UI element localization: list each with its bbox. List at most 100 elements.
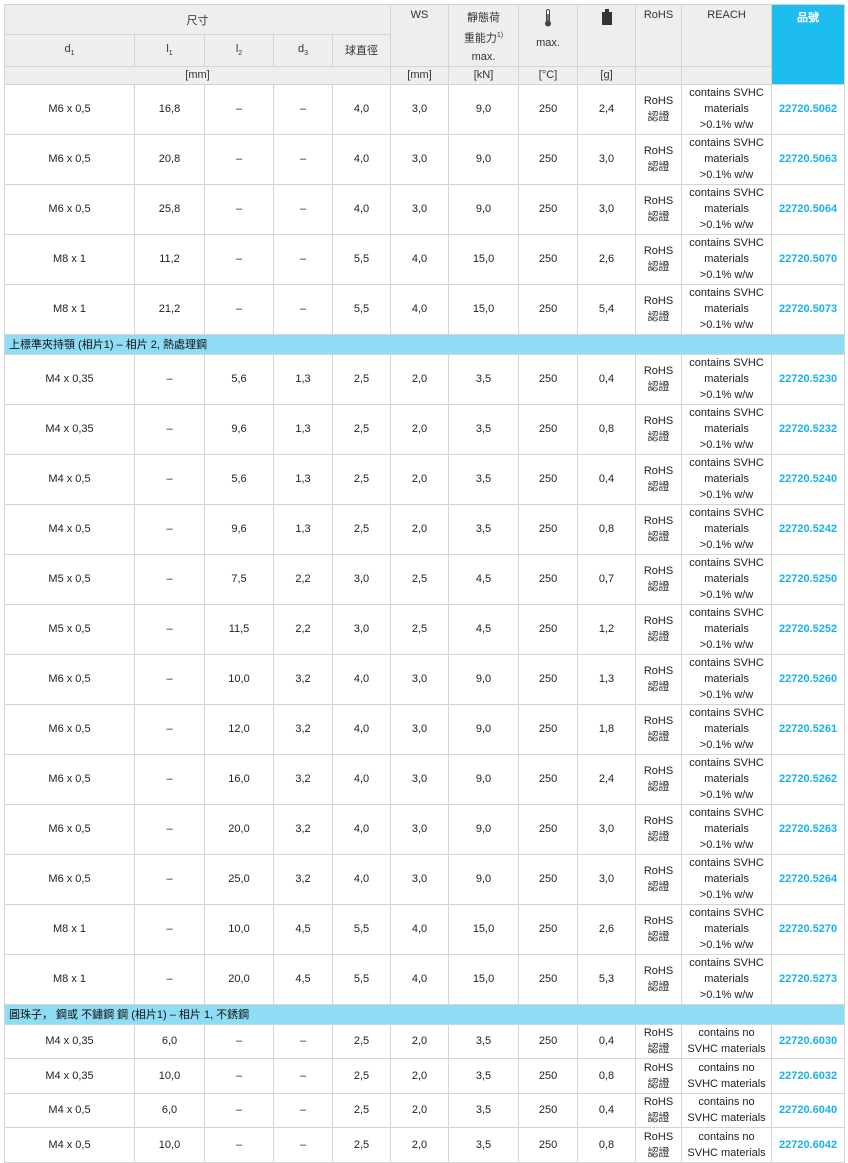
part-number-link[interactable]: 22720.6032 [771, 1058, 846, 1094]
part-number-link[interactable]: 22720.5263 [771, 803, 846, 855]
cell-d1: M6 x 0,5 [4, 753, 135, 805]
cell-reach: contains SVHC materials >0.1% w/w [681, 853, 773, 905]
cell-ws: 3,0 [390, 183, 450, 235]
table-row: M5 x 0,5–11,5 2,2 3,0 2,5 4,5 250 1,2 RoHS 認證 con… [4, 603, 846, 655]
cell-reach: contains SVHC materials >0.1% w/w [681, 753, 773, 805]
part-number-link[interactable]: 22720.5230 [771, 353, 846, 405]
part-number-link[interactable]: 22720.6040 [771, 1092, 846, 1129]
cell-l1: 6,0 [134, 1023, 205, 1060]
cell-ball-diameter: 2,5 [331, 1023, 392, 1060]
cell-ws: 4,0 [390, 953, 450, 1005]
cell-weight: 0,8 [577, 1058, 637, 1094]
table-row: M4 x 0,35 6,0– –2,5 2,0 3,5 250 0,4 RoHS 認證 conta… [4, 1023, 846, 1060]
cell-d1: M5 x 0,5 [4, 553, 135, 605]
table-row: M6 x 0,5 16,8– –4,0 3,0 9,0 250 2,4 RoHS 認證 conta… [4, 83, 846, 135]
part-number-link[interactable]: 22720.5270 [771, 903, 846, 955]
part-number-link[interactable]: 22720.6030 [771, 1023, 846, 1060]
cell-load: 15,0 [448, 283, 520, 335]
part-number-link[interactable]: 22720.5062 [771, 83, 846, 135]
part-number-link[interactable]: 22720.5250 [771, 553, 846, 605]
cell-rohs: RoHS 認證 [635, 503, 683, 555]
cell-d3: 2,2 [273, 603, 333, 655]
cell-ball-diameter: 5,5 [331, 903, 392, 955]
cell-temp-max: 250 [518, 453, 579, 505]
cell-ball-diameter: 4,0 [331, 753, 392, 805]
cell-l1: – [134, 953, 205, 1005]
cell-rohs: RoHS 認證 [635, 403, 683, 455]
cell-d1: M8 x 1 [4, 283, 135, 335]
part-number-link[interactable]: 22720.5273 [771, 953, 846, 1005]
cell-weight: 2,4 [577, 83, 637, 135]
cell-weight: 3,0 [577, 133, 637, 185]
dimensions-header: 尺寸 [3, 3, 392, 36]
part-number-link[interactable]: 22720.5262 [771, 753, 846, 805]
rohs-header: RoHS [635, 4, 683, 67]
cell-load: 9,0 [448, 133, 520, 185]
cell-ws: 3,0 [390, 83, 450, 135]
cell-d3: 3,2 [273, 703, 333, 755]
cell-reach: contains SVHC materials >0.1% w/w [681, 553, 773, 605]
part-number-link[interactable]: 22720.5242 [771, 503, 846, 555]
cell-d1: M8 x 1 [4, 233, 135, 285]
cell-reach: contains SVHC materials >0.1% w/w [681, 183, 773, 235]
cell-l2: 16,0 [204, 753, 274, 805]
part-number-link[interactable]: 22720.5260 [771, 653, 846, 705]
part-number-header: 品號 [771, 4, 846, 85]
cell-load: 4,5 [448, 553, 520, 605]
cell-ws: 2,5 [390, 603, 450, 655]
cell-d1: M6 x 0,5 [4, 703, 135, 755]
table-row: M8 x 1–20,0 4,5 5,5 4,0 15,0 250 5,3 RoHS 認證 cont… [4, 953, 846, 1005]
cell-temp-max: 250 [518, 603, 579, 655]
cell-l1: – [134, 403, 205, 455]
cell-l1: – [134, 853, 205, 905]
part-number-link[interactable]: 22720.5264 [771, 853, 846, 905]
cell-d3: 1,3 [273, 503, 333, 555]
cell-d1: M6 x 0,5 [4, 653, 135, 705]
table-row: M6 x 0,5–20,0 3,2 4,0 3,0 9,0 250 3,0 RoHS 認證 con… [4, 803, 846, 855]
part-number-link[interactable]: 22720.5073 [771, 283, 846, 335]
part-number-link[interactable]: 22720.5064 [771, 183, 846, 235]
cell-d3: 3,2 [273, 853, 333, 905]
cell-weight: 3,0 [577, 183, 637, 235]
cell-d1: M4 x 0,35 [4, 403, 135, 455]
cell-l2: 25,0 [204, 853, 274, 905]
cell-d1: M6 x 0,5 [4, 803, 135, 855]
cell-d3: 3,2 [273, 803, 333, 855]
part-number-link[interactable]: 22720.5240 [771, 453, 846, 505]
cell-l2: – [204, 183, 274, 235]
cell-rohs: RoHS 認證 [635, 853, 683, 905]
cell-l2: 10,0 [204, 903, 274, 955]
unit-ws: [mm] [390, 65, 450, 85]
cell-reach: contains SVHC materials >0.1% w/w [681, 353, 773, 405]
l1-header: l1 [134, 34, 205, 67]
part-number-link[interactable]: 22720.5070 [771, 233, 846, 285]
section-header: 上標準夾持顎 (相片1) – 相片 2, 熱處理鋼 [3, 333, 846, 355]
cell-rohs: RoHS 認證 [635, 553, 683, 605]
cell-load: 3,5 [448, 353, 520, 405]
temp-header: max. [518, 4, 579, 67]
cell-load: 3,5 [448, 503, 520, 555]
cell-weight: 1,8 [577, 703, 637, 755]
cell-temp-max: 250 [518, 503, 579, 555]
table-row: M4 x 0,35–9,6 1,3 2,5 2,0 3,5 250 0,8 RoHS 認證 con… [4, 403, 846, 455]
cell-rohs: RoHS 認證 [635, 903, 683, 955]
cell-load: 9,0 [448, 703, 520, 755]
part-number-link[interactable]: 22720.6042 [771, 1127, 846, 1163]
cell-load: 9,0 [448, 753, 520, 805]
part-number-link[interactable]: 22720.5261 [771, 703, 846, 755]
part-number-link[interactable]: 22720.5232 [771, 403, 846, 455]
cell-weight: 5,4 [577, 283, 637, 335]
table-row: M8 x 1 21,2– –5,5 4,0 15,0 250 5,4 RoHS 認證 contai… [4, 283, 846, 335]
cell-temp-max: 250 [518, 1023, 579, 1060]
cell-temp-max: 250 [518, 283, 579, 335]
cell-l1: – [134, 503, 205, 555]
cell-ball-diameter: 4,0 [331, 703, 392, 755]
cell-temp-max: 250 [518, 1092, 579, 1129]
cell-d1: M4 x 0,5 [4, 1127, 135, 1163]
cell-load: 3,5 [448, 1127, 520, 1163]
part-number-link[interactable]: 22720.5063 [771, 133, 846, 185]
cell-l1: 20,8 [134, 133, 205, 185]
cell-d1: M5 x 0,5 [4, 603, 135, 655]
part-number-link[interactable]: 22720.5252 [771, 603, 846, 655]
cell-ws: 4,0 [390, 903, 450, 955]
